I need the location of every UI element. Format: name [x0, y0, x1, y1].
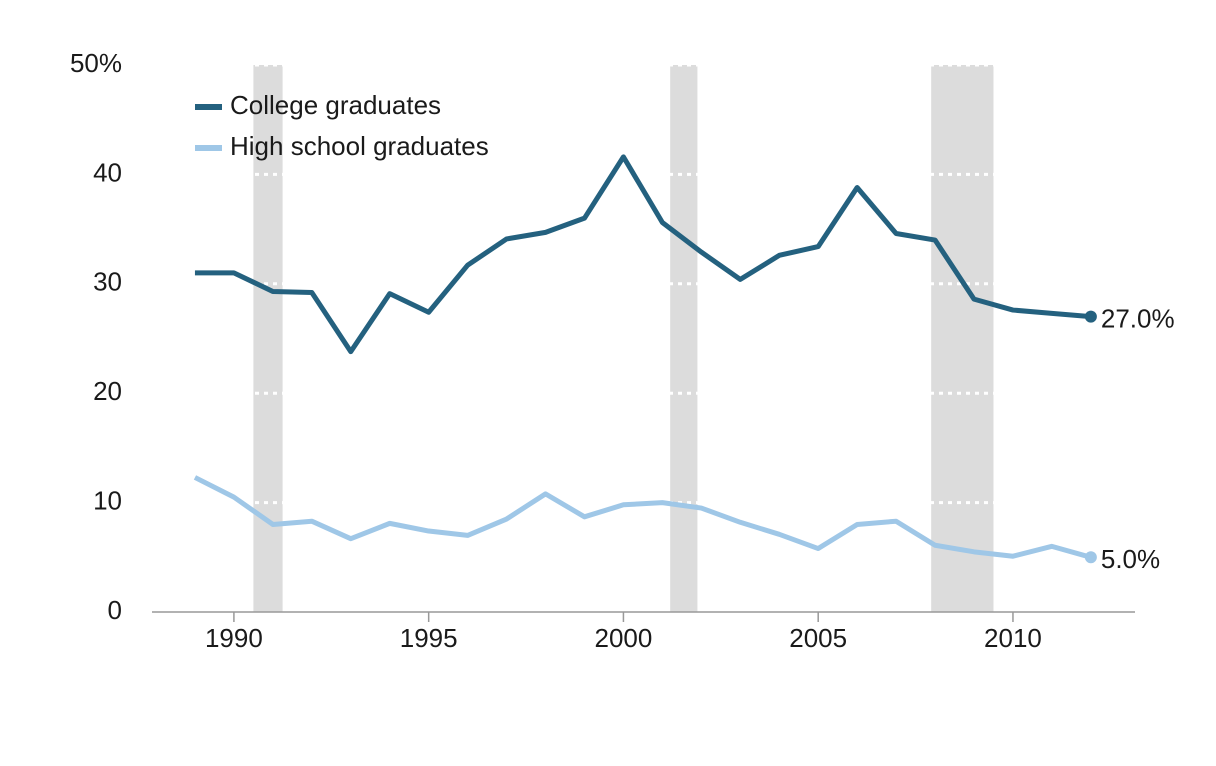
legend-label: College graduates [230, 90, 441, 120]
x-tick-label: 2005 [789, 623, 847, 653]
y-tick-label: 10 [93, 485, 122, 515]
end-point [1084, 310, 1097, 323]
y-tick-label: 30 [93, 267, 122, 297]
value-label: 27.0% [1101, 303, 1175, 333]
legend-label: High school graduates [230, 131, 489, 161]
recession-shade [670, 65, 698, 612]
end-point [1084, 551, 1097, 564]
y-tick-label: 0 [108, 595, 122, 625]
series-line [194, 154, 1092, 355]
x-tick-label: 2010 [984, 623, 1042, 653]
x-tick-label: 1990 [205, 623, 263, 653]
y-tick-label: 50% [70, 48, 122, 78]
value-label: 5.0% [1101, 544, 1160, 574]
series-line [193, 475, 1092, 560]
y-tick-label: 40 [93, 157, 122, 187]
x-tick-label: 2000 [595, 623, 653, 653]
y-tick-label: 20 [93, 376, 122, 406]
recession-shade [931, 65, 994, 612]
x-tick-label: 1995 [400, 623, 458, 653]
